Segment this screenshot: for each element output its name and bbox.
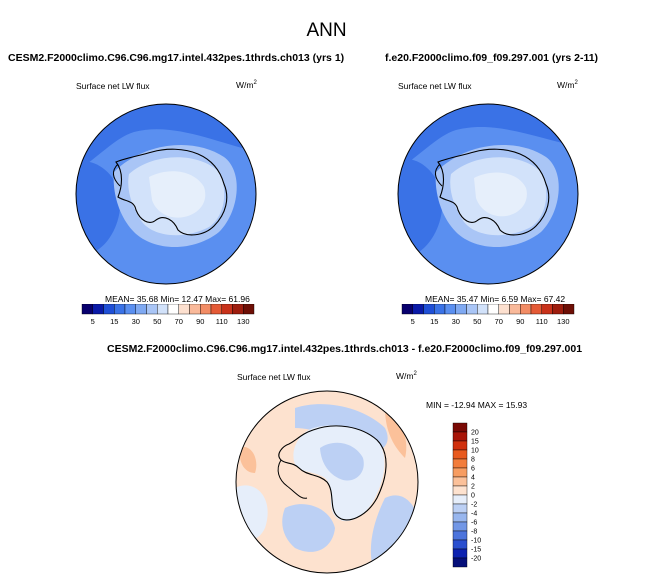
diff-panel-stats: MIN = -12.94 MAX = 15.93 <box>426 400 528 410</box>
diff-colorbar-swatch <box>452 458 468 469</box>
panel-1-colorbar-swatch <box>146 304 158 315</box>
panel-1-colorbar-swatch <box>189 304 201 315</box>
panel-2-colorbar-swatch <box>541 304 553 315</box>
panel-2-colorbar-swatch <box>412 304 424 315</box>
panel-1-colorbar-swatch <box>114 304 126 315</box>
panel-2-colorbar-tick-label: 130 <box>557 317 570 326</box>
diff-colorbar-swatch <box>452 422 468 433</box>
panel-1-colorbar-swatch <box>243 304 255 315</box>
diff-colorbar-swatch <box>452 521 468 532</box>
diff-panel-units: W/m2 <box>396 371 417 381</box>
panel-1-colorbar-swatch <box>200 304 212 315</box>
panel-2-colorbar-swatch <box>563 304 575 315</box>
diff-colorbar-tick-label: 0 <box>471 493 475 500</box>
panel-1-colorbar-swatch <box>157 304 169 315</box>
diff-colorbar-swatch <box>452 530 468 541</box>
panel-2-colorbar-swatch <box>520 304 532 315</box>
panel-2-colorbar: 5 15 30 50 70 90 110 130 <box>401 304 575 326</box>
panel-1-colorbar-swatch <box>124 304 136 315</box>
diff-panel-title: CESM2.F2000climo.C96.C96.mg17.intel.432p… <box>107 343 583 355</box>
diff-colorbar-tick-label: 10 <box>471 448 479 455</box>
panel-2-colorbar-swatch <box>530 304 542 315</box>
diff-colorbar-swatch <box>452 503 468 514</box>
panel-2-colorbar-swatch <box>455 304 467 315</box>
diff-colorbar-swatch <box>452 449 468 460</box>
diff-colorbar-swatch <box>452 440 468 451</box>
diff-colorbar-tick-label: 6 <box>471 466 475 473</box>
panel-2-colorbar-tick-label: 90 <box>516 317 524 326</box>
panel-1-colorbar-swatch <box>135 304 147 315</box>
panel-2-colorbar-swatch <box>509 304 521 315</box>
diff-panel-map <box>235 390 419 574</box>
panel-1-colorbar-tick-label: 15 <box>110 317 118 326</box>
diff-colorbar-swatch <box>452 467 468 478</box>
panel-1-colorbar-swatch <box>81 304 93 315</box>
panel-1-colorbar: 5 15 30 50 70 90 110 130 <box>81 304 255 326</box>
panel-1-units: W/m2 <box>236 80 257 90</box>
panel-1-colorbar-tick-label: 50 <box>153 317 161 326</box>
diff-colorbar-swatch <box>452 494 468 505</box>
panel-1-colorbar-swatch <box>232 304 244 315</box>
panel-2-colorbar-swatch <box>423 304 435 315</box>
diff-colorbar-tick-label: -10 <box>471 538 481 545</box>
panel-2-colorbar-tick-label: 5 <box>411 317 415 326</box>
panel-2-title: f.e20.F2000climo.f09_f09.297.001 (yrs 2-… <box>385 52 599 64</box>
panel-1-colorbar-swatch <box>92 304 104 315</box>
panel-2-colorbar-swatch <box>552 304 564 315</box>
panel-1-colorbar-tick-label: 70 <box>175 317 183 326</box>
diff-colorbar-tick-label: 8 <box>471 457 475 464</box>
diff-colorbar-tick-label: -2 <box>471 502 477 509</box>
panel-2-colorbar-swatch <box>466 304 478 315</box>
panel-2-variable: Surface net LW flux <box>398 81 472 91</box>
panel-1-title: CESM2.F2000climo.C96.C96.mg17.intel.432p… <box>8 52 345 64</box>
diff-colorbar-tick-label: -20 <box>471 556 481 563</box>
diff-colorbar-swatch <box>452 512 468 523</box>
panel-1-colorbar-swatch <box>103 304 115 315</box>
panel-1-variable: Surface net LW flux <box>76 81 150 91</box>
panel-2-colorbar-swatch <box>487 304 499 315</box>
panel-1-colorbar-tick-label: 30 <box>132 317 140 326</box>
figure-title: ANN <box>306 20 347 41</box>
diff-colorbar-tick-label: -15 <box>471 547 481 554</box>
panel-2-colorbar-swatch <box>444 304 456 315</box>
panel-2-units: W/m2 <box>557 80 578 90</box>
diff-colorbar-tick-label: 15 <box>471 439 479 446</box>
panel-2-colorbar-tick-label: 70 <box>495 317 503 326</box>
panel-1-colorbar-tick-label: 130 <box>237 317 250 326</box>
panel-2-colorbar-tick-label: 50 <box>473 317 481 326</box>
panel-2-colorbar-tick-label: 15 <box>430 317 438 326</box>
panel-1-stats: MEAN= 35.68 Min= 12.47 Max= 61.96 <box>105 294 250 304</box>
diff-colorbar-tick-label: 4 <box>471 475 475 482</box>
diff-colorbar-swatch <box>452 557 468 568</box>
panel-1-colorbar-swatch <box>221 304 233 315</box>
panel-1-colorbar-tick-label: 90 <box>196 317 204 326</box>
panel-2-colorbar-swatch <box>434 304 446 315</box>
diff-colorbar-swatch <box>452 539 468 550</box>
panel-1-colorbar-swatch <box>210 304 222 315</box>
panel-1-map <box>75 103 257 285</box>
panel-2-stats: MEAN= 35.47 Min= 6.59 Max= 67.42 <box>425 294 566 304</box>
panel-2-colorbar-tick-label: 30 <box>452 317 460 326</box>
diff-colorbar-tick-label: 20 <box>471 430 479 437</box>
panel-1-colorbar-tick-label: 110 <box>216 317 228 326</box>
panel-2-colorbar-swatch <box>401 304 413 315</box>
diff-colorbar-swatch <box>452 431 468 442</box>
panel-1-colorbar-tick-label: 5 <box>91 317 95 326</box>
diff-panel-variable: Surface net LW flux <box>237 372 311 382</box>
diff-colorbar-swatch <box>452 485 468 496</box>
panel-1-colorbar-swatch <box>167 304 179 315</box>
panel-1-colorbar-swatch <box>178 304 190 315</box>
diff-colorbar-swatch <box>452 476 468 487</box>
diff-colorbar-tick-label: 2 <box>471 484 475 491</box>
panel-2-colorbar-tick-label: 110 <box>536 317 548 326</box>
panel-2-colorbar-swatch <box>498 304 510 315</box>
panel-2-colorbar-swatch <box>477 304 489 315</box>
diff-colorbar-tick-label: -8 <box>471 529 477 536</box>
panel-2-map <box>397 103 579 285</box>
diff-colorbar-tick-label: -4 <box>471 511 477 518</box>
diff-colorbar-swatch <box>452 548 468 559</box>
diff-colorbar-tick-label: -6 <box>471 520 477 527</box>
